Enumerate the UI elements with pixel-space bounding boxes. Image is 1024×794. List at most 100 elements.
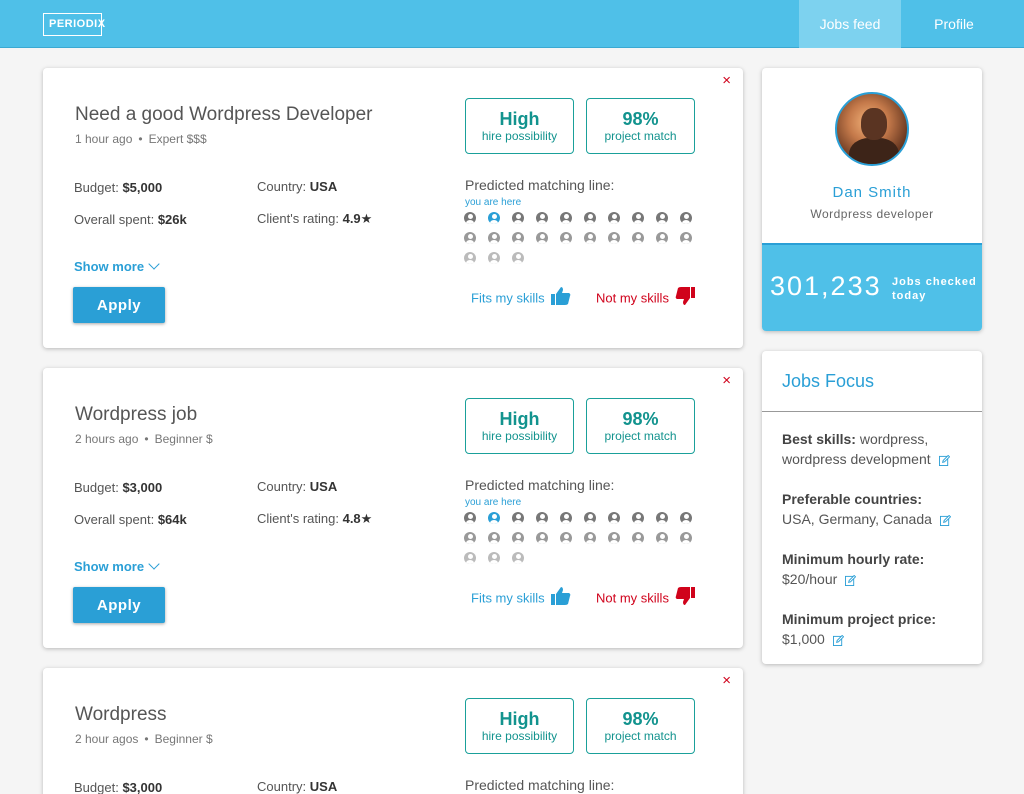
candidate-icon [512, 212, 524, 224]
candidate-icon [512, 552, 524, 564]
project-match-value: 98% [622, 109, 659, 129]
thumbs-down-icon [675, 587, 695, 605]
job-title[interactable]: Wordpress [75, 704, 167, 725]
job-card: × Wordpress job 2 hours ago • Beginner $ B… [43, 368, 743, 648]
dismiss-job-button[interactable]: × [722, 72, 731, 89]
candidate-icon [680, 532, 692, 544]
jobs-checked-label: Jobs checked today [892, 275, 977, 303]
current-user-icon [488, 212, 500, 224]
edit-icon[interactable] [938, 454, 950, 466]
budget-label: Budget: [74, 180, 119, 195]
spent-label: Overall spent: [74, 212, 155, 227]
candidate-icon [512, 532, 524, 544]
chevron-down-icon [148, 558, 160, 570]
matching-line [464, 512, 704, 572]
candidate-icon [680, 212, 692, 224]
hire-possibility-label: hire possibility [481, 729, 558, 743]
focus-item-value: $20/hour [782, 571, 838, 587]
overall-spent: Overall spent: $26k [74, 212, 187, 227]
not-my-skills-button[interactable]: Not my skills [596, 287, 695, 308]
country: Country: USA [257, 479, 337, 494]
job-meta: 2 hours ago • Beginner $ [75, 432, 213, 446]
jobs-checked-label-line1: Jobs checked [892, 276, 977, 288]
apply-button[interactable]: Apply [73, 287, 165, 323]
avatar-head [861, 108, 887, 140]
candidate-icon [656, 512, 668, 524]
tab-profile[interactable]: Profile [934, 16, 974, 32]
edit-icon[interactable] [832, 634, 844, 646]
edit-icon[interactable] [845, 574, 857, 586]
dismiss-job-button[interactable]: × [722, 672, 731, 689]
candidate-icon [680, 512, 692, 524]
overall-spent: Overall spent: $64k [74, 512, 187, 527]
candidate-icon [608, 532, 620, 544]
country-value: USA [309, 479, 338, 494]
job-meta: 2 hour agos • Beginner $ [75, 732, 213, 746]
you-are-here-label: you are here [465, 197, 522, 208]
apply-button[interactable]: Apply [73, 587, 165, 623]
candidate-icon [680, 232, 692, 244]
focus-item-value: $1,000 [782, 631, 825, 647]
candidate-icon [584, 232, 596, 244]
candidate-icon [464, 512, 476, 524]
country-label: Country: [257, 179, 307, 194]
show-more-label: Show more [74, 259, 145, 274]
rating-label: Client's rating: [257, 211, 339, 226]
jobs-checked-count: 301,233 [770, 271, 882, 301]
candidate-icon [608, 232, 620, 244]
job-title[interactable]: Wordpress job [75, 404, 198, 425]
thumbs-up-icon [550, 587, 571, 605]
candidate-icon [488, 232, 500, 244]
logo[interactable]: PERIODIX [43, 13, 105, 36]
fits-my-skills-button[interactable]: Fits my skills [471, 587, 571, 608]
rating-value: 4.8★ [342, 511, 373, 526]
budget: Budget: $3,000 [74, 480, 162, 495]
candidate-icon [608, 512, 620, 524]
separator-dot: • [144, 732, 149, 746]
hire-possibility-value: High [499, 409, 540, 429]
jobs-checked-panel: 301,233 Jobs checked today [762, 243, 982, 331]
show-more-link[interactable]: Show more [74, 258, 160, 274]
edit-icon[interactable] [939, 514, 951, 526]
budget-value: $3,000 [122, 780, 163, 794]
show-more-link[interactable]: Show more [74, 558, 160, 574]
you-are-here-label: you are here [465, 497, 522, 508]
candidate-icon [464, 232, 476, 244]
candidate-icon [632, 512, 644, 524]
candidate-icon [584, 512, 596, 524]
avatar[interactable] [835, 92, 909, 166]
budget: Budget: $3,000 [74, 780, 162, 794]
focus-item-value: wordpress, wordpress development [782, 431, 931, 467]
predicted-matching-label: Predicted matching line: [465, 777, 615, 793]
candidate-icon [560, 532, 572, 544]
project-match-badge: 98% project match [586, 398, 695, 454]
candidate-icon [464, 532, 476, 544]
candidate-icon [488, 252, 500, 264]
client-rating: Client's rating: 4.9★ [257, 211, 372, 227]
job-title[interactable]: Need a good Wordpress Developer [75, 104, 373, 125]
main-nav: Jobs feed Profile [799, 0, 1024, 48]
candidate-icon [656, 532, 668, 544]
tab-jobs-feed[interactable]: Jobs feed [799, 0, 901, 48]
jobs-focus-card: Jobs Focus Best skills: wordpress, wordp… [762, 351, 982, 664]
candidate-icon [536, 512, 548, 524]
profile-name[interactable]: Dan Smith [832, 184, 912, 201]
profile-role: Wordpress developer [810, 207, 934, 221]
hire-possibility-badge: High hire possibility [465, 698, 574, 754]
budget-value: $3,000 [122, 480, 163, 495]
spent-label: Overall spent: [74, 512, 155, 527]
candidate-icon [632, 212, 644, 224]
focus-item-label: Minimum hourly rate: [782, 551, 925, 567]
dismiss-job-button[interactable]: × [722, 372, 731, 389]
hire-possibility-value: High [499, 109, 540, 129]
country: Country: USA [257, 179, 337, 194]
fits-my-skills-button[interactable]: Fits my skills [471, 287, 571, 308]
divider [762, 411, 982, 412]
not-my-skills-button[interactable]: Not my skills [596, 587, 695, 608]
budget-label: Budget: [74, 780, 119, 794]
experience-level: Beginner $ [154, 732, 213, 746]
top-bar: PERIODIX Jobs feed Profile [0, 0, 1024, 48]
rating-label: Client's rating: [257, 511, 339, 526]
candidate-icon [560, 232, 572, 244]
posted-time: 2 hour agos [75, 732, 139, 746]
